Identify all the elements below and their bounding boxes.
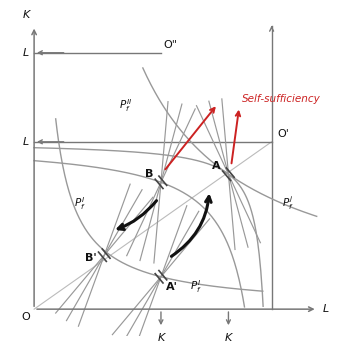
- Text: K: K: [225, 333, 232, 343]
- Text: O': O': [277, 129, 289, 139]
- Text: L: L: [23, 48, 29, 58]
- Text: A: A: [212, 161, 221, 171]
- Text: O: O: [22, 312, 30, 322]
- Text: L: L: [323, 304, 329, 314]
- Text: B: B: [145, 169, 153, 179]
- Text: B': B': [85, 252, 97, 263]
- Text: K: K: [157, 333, 165, 343]
- Text: L: L: [23, 137, 29, 147]
- Text: Self-sufficiency: Self-sufficiency: [242, 94, 321, 104]
- Text: $P_f^{I}$: $P_f^{I}$: [190, 279, 202, 295]
- Text: A': A': [166, 282, 178, 292]
- Text: O": O": [164, 40, 178, 50]
- Text: K: K: [22, 10, 30, 20]
- Text: $P_f^{j}$: $P_f^{j}$: [282, 194, 294, 212]
- Text: $P_f^{I}$: $P_f^{I}$: [74, 195, 86, 212]
- Text: $P_f^{II}$: $P_f^{II}$: [119, 98, 132, 115]
